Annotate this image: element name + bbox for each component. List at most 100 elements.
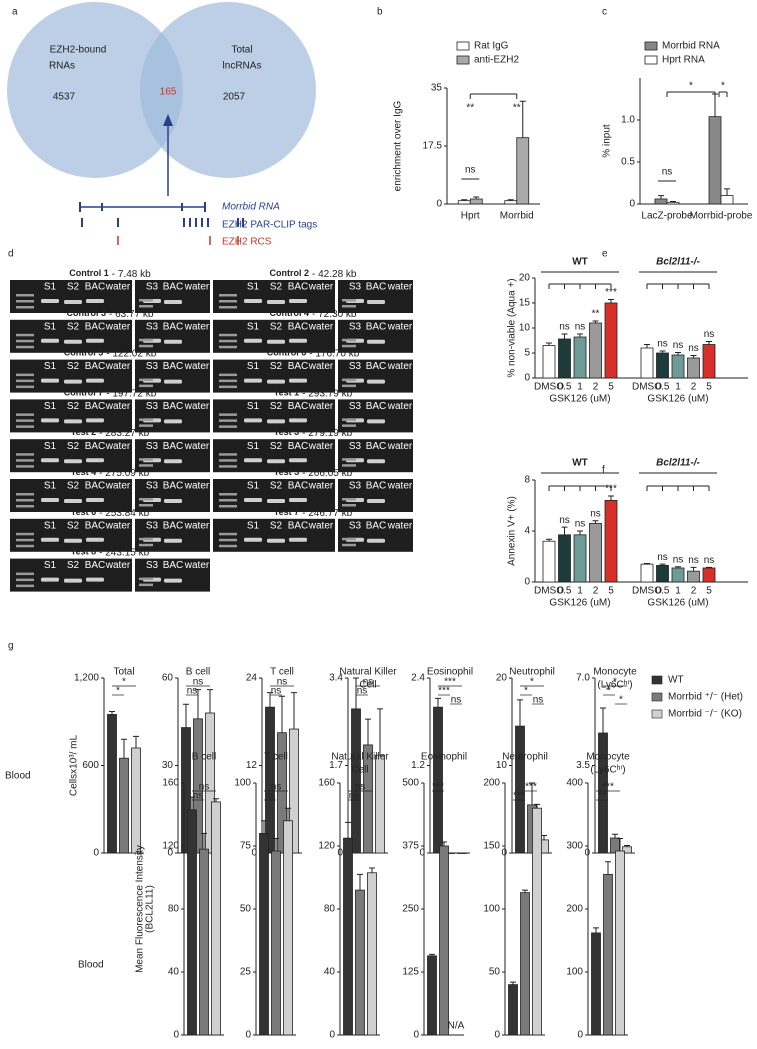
gel-band bbox=[219, 425, 237, 428]
lane-label: S3 bbox=[146, 560, 159, 571]
arrow-head bbox=[163, 114, 173, 126]
y-tick-label: 0 bbox=[524, 373, 530, 384]
gel-band bbox=[219, 465, 237, 468]
error-bar bbox=[213, 798, 219, 802]
gel-band bbox=[16, 538, 34, 542]
lane-label: S1 bbox=[44, 361, 57, 372]
legend-label: Rat IgG bbox=[474, 41, 509, 52]
lane-label: S2 bbox=[67, 520, 80, 531]
lane-label: water bbox=[387, 481, 413, 492]
lane-label: S1 bbox=[44, 481, 57, 492]
lane-label: water bbox=[308, 441, 334, 452]
significance: ns bbox=[673, 554, 684, 565]
chart-title: B cell bbox=[186, 667, 210, 678]
y-tick-label: 0 bbox=[629, 199, 635, 210]
error-bar bbox=[690, 566, 697, 572]
gel-band bbox=[16, 339, 34, 343]
lane-label: water bbox=[184, 321, 210, 332]
significance: ns bbox=[559, 515, 570, 526]
bar bbox=[355, 889, 365, 1036]
gel-band bbox=[16, 300, 34, 303]
gel-label: Test 3- 279.19 kb bbox=[274, 428, 353, 439]
x-axis-label: GSK126 (uM) bbox=[647, 598, 708, 609]
track-label: EZH2 RCS bbox=[222, 237, 272, 248]
bar bbox=[573, 534, 587, 583]
y-tick-label: 250 bbox=[402, 904, 419, 915]
chart-title: B cell bbox=[192, 752, 216, 763]
bar bbox=[589, 522, 602, 583]
gel-band bbox=[342, 424, 356, 427]
gel-band bbox=[219, 499, 237, 502]
gel-band bbox=[342, 543, 356, 547]
bar bbox=[558, 534, 571, 583]
gel-band bbox=[219, 459, 237, 462]
gel-size: - 72.30 kb bbox=[312, 308, 357, 319]
bar bbox=[131, 747, 141, 854]
gel-band bbox=[289, 299, 307, 303]
chart-title: Eosinophil bbox=[427, 667, 473, 678]
significance: ns bbox=[559, 322, 570, 333]
bar bbox=[107, 714, 117, 854]
gel-band bbox=[219, 345, 237, 349]
legend-swatch bbox=[651, 709, 663, 719]
lane-label: water bbox=[184, 481, 210, 492]
bar bbox=[542, 540, 556, 583]
gel-band bbox=[64, 379, 82, 384]
gel-label: Test 2- 283.27 kb bbox=[71, 428, 150, 439]
lane-label: S2 bbox=[67, 361, 80, 372]
error-bar bbox=[712, 93, 718, 117]
gel-band bbox=[16, 578, 34, 582]
y-tick-label: 200 bbox=[566, 904, 583, 915]
y-tick-label: 375 bbox=[402, 841, 419, 852]
error-bar bbox=[519, 100, 526, 138]
bar bbox=[604, 499, 618, 583]
lane-label: BAC bbox=[288, 481, 309, 492]
significance: ** bbox=[466, 103, 474, 114]
gel-label: Control 5- 122.02 kb bbox=[64, 348, 157, 359]
gel-name: Control 3 bbox=[67, 308, 107, 318]
gel-band bbox=[41, 537, 59, 542]
gel-band bbox=[16, 532, 34, 536]
row-label: Blood bbox=[5, 771, 31, 782]
significance: ns bbox=[277, 677, 288, 688]
x-tick-label: 5 bbox=[706, 382, 712, 393]
chart-title: Natural Killer bbox=[331, 752, 389, 763]
significance: ** bbox=[598, 791, 606, 802]
x-tick-label: DMSO bbox=[534, 586, 564, 597]
error-bar bbox=[659, 563, 666, 566]
gel-band bbox=[219, 493, 237, 496]
gel-band bbox=[139, 583, 153, 587]
gene-name: Morrbid RNA bbox=[222, 202, 280, 213]
gel-label: Test 5- 266.05 kb bbox=[274, 467, 353, 478]
gel-band bbox=[139, 577, 153, 581]
gel-size: - 293.79 kb bbox=[302, 388, 352, 399]
y-tick-label: 75 bbox=[240, 841, 252, 852]
gel-band bbox=[86, 338, 104, 343]
error-bar bbox=[724, 188, 730, 196]
y-tick-label: 0 bbox=[329, 1030, 335, 1041]
gel-band bbox=[267, 459, 285, 464]
gel-band bbox=[219, 419, 237, 422]
exons bbox=[79, 202, 206, 212]
venn-label: EZH2-bound bbox=[50, 45, 107, 56]
significance: ns bbox=[357, 686, 368, 697]
gel-band bbox=[267, 379, 285, 384]
error-bar bbox=[670, 200, 676, 203]
gel-band bbox=[219, 413, 237, 416]
bar bbox=[671, 567, 685, 583]
significance: ns bbox=[662, 167, 673, 178]
x-tick-label: 2 bbox=[593, 382, 599, 393]
lane-label: BAC bbox=[163, 441, 184, 452]
gel-band bbox=[64, 300, 82, 304]
gel-band bbox=[139, 458, 153, 461]
gel-band bbox=[41, 418, 59, 423]
gel-band bbox=[267, 499, 285, 503]
bar bbox=[271, 850, 281, 1036]
x-tick-label: DMSO bbox=[632, 586, 662, 597]
lane-label: BAC bbox=[85, 321, 106, 332]
gel-band bbox=[86, 498, 104, 502]
lane-label: S2 bbox=[67, 560, 80, 571]
lane-label: water bbox=[105, 441, 131, 452]
lane-label: BAC bbox=[85, 481, 106, 492]
legend-swatch bbox=[456, 41, 470, 51]
